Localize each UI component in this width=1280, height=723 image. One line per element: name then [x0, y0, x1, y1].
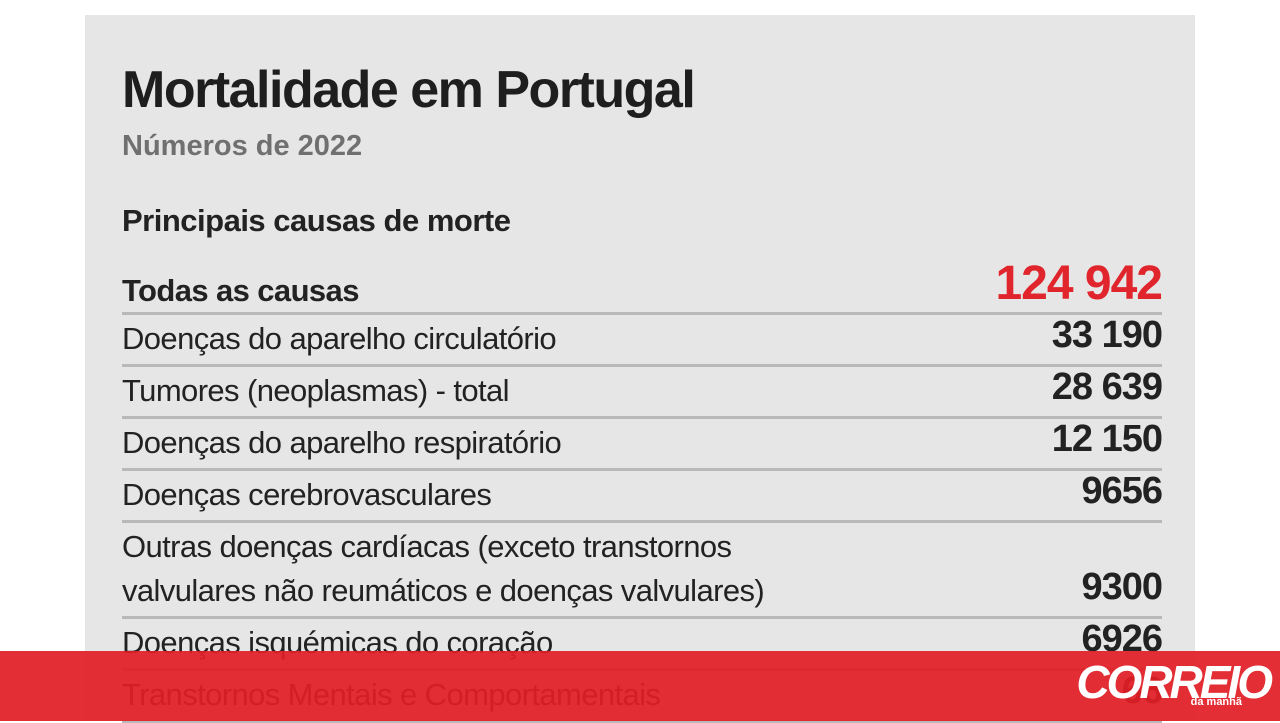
brand-tagline: da manhã — [1190, 696, 1242, 708]
title: Mortalidade em Portugal — [122, 61, 696, 119]
row-label: Doenças do aparelho circulatório — [122, 321, 557, 356]
row-label: Doenças do aparelho respiratório — [122, 425, 562, 460]
panel — [85, 15, 1195, 721]
row-value: 12 150 — [1051, 418, 1163, 460]
separator — [122, 364, 1162, 367]
footer-bar — [0, 651, 1280, 721]
section-heading: Principais causas de morte — [122, 203, 511, 238]
separator — [122, 616, 1162, 619]
separator — [122, 416, 1162, 419]
row-label: Tumores (neoplasmas) - total — [122, 373, 510, 408]
row-value: 9300 — [1081, 566, 1163, 608]
separator — [122, 520, 1162, 523]
total-value: 124 942 — [995, 257, 1163, 310]
row-label: valvulares não reumáticos e doenças valv… — [122, 573, 765, 608]
separator — [122, 312, 1162, 315]
row-value: 9656 — [1081, 470, 1163, 512]
row-label: Doenças cerebrovasculares — [122, 477, 492, 512]
row-label: Outras doenças cardíacas (exceto transto… — [122, 529, 732, 564]
total-label: Todas as causas — [122, 273, 359, 308]
subtitle: Números de 2022 — [122, 130, 363, 162]
separator — [122, 468, 1162, 471]
row-value: 28 639 — [1051, 366, 1163, 408]
row-value: 33 190 — [1051, 314, 1163, 356]
brand-logo[interactable]: CORREIO — [1076, 656, 1273, 708]
